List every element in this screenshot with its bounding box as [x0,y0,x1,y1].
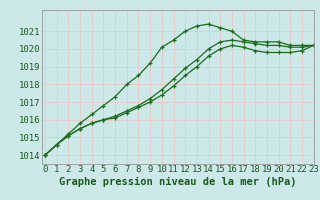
X-axis label: Graphe pression niveau de la mer (hPa): Graphe pression niveau de la mer (hPa) [59,177,296,187]
